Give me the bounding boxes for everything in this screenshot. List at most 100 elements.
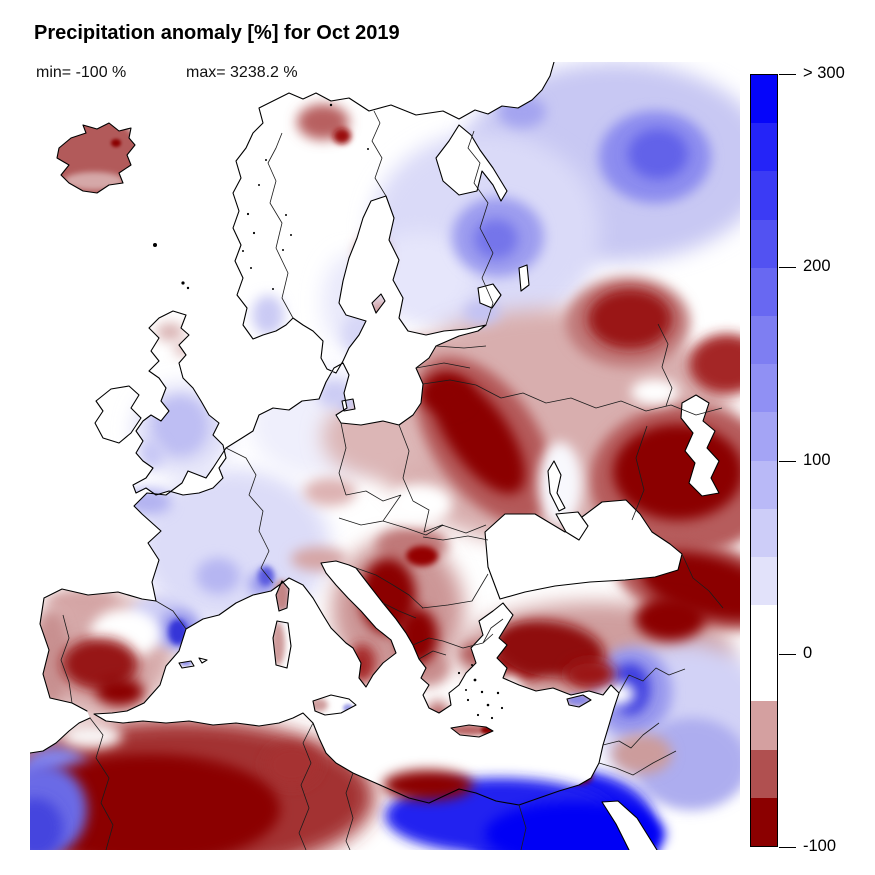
- anomaly-region-hungary-red-2: [406, 546, 438, 566]
- map-speck: [285, 214, 287, 216]
- map-speck: [466, 698, 470, 702]
- anomaly-region-baltics-pink-2: [362, 331, 402, 359]
- map-speck: [473, 678, 477, 682]
- country-borders: [60, 110, 724, 851]
- coastlines: [29, 61, 720, 851]
- colorbar-segment: [751, 797, 777, 846]
- colorbar-segment: [751, 749, 777, 798]
- colorbar-tick-mark: [779, 460, 796, 462]
- map-speck: [282, 249, 284, 251]
- map-speck: [465, 689, 467, 691]
- coastline-black-sea: [484, 499, 683, 600]
- colorbar-segment: [751, 556, 777, 606]
- map-speck: [246, 212, 250, 216]
- anomaly-region-ne-russia-red: [588, 289, 672, 349]
- anomaly-region-czech-pink: [304, 478, 356, 506]
- anomaly-region-sicily-pink: [308, 698, 328, 712]
- anomaly-region-n-norway-dark: [333, 128, 351, 144]
- red-sea-fill: [602, 801, 657, 850]
- anomaly-region-nile-delta-red: [564, 767, 592, 785]
- anomaly-region-france-blue-1: [196, 558, 240, 594]
- colorbar-tick-mark: [779, 653, 796, 655]
- anomaly-region-scotland-pink: [156, 323, 184, 341]
- anomaly-region-se-norway-blue: [252, 295, 284, 335]
- colorbar-segment: [751, 123, 777, 172]
- map-speck: [250, 267, 252, 269]
- map-speck: [290, 234, 292, 236]
- anomaly-region-sardinia-pink: [271, 622, 285, 666]
- anomaly-region-ne-blue-inner: [628, 129, 688, 179]
- anomaly-region-scotland-pink-2: [174, 342, 192, 356]
- map-speck: [153, 243, 157, 247]
- europe-map: [3, 61, 740, 866]
- anomaly-region-africa-red-core: [30, 754, 280, 850]
- map-speck: [252, 231, 256, 235]
- anomaly-region-volga-red-core: [613, 424, 740, 520]
- colorbar-segment: [751, 508, 777, 557]
- max-value-label: max= 3238.2 %: [186, 64, 298, 81]
- colorbar-segment: [751, 460, 777, 509]
- coastline-atlantic: [29, 61, 555, 754]
- colorbar-segment: [751, 219, 777, 268]
- map-speck: [329, 103, 333, 107]
- anomaly-region-mid-sweden-red: [356, 235, 388, 275]
- map-speck: [258, 184, 260, 186]
- anomaly-region-libya-coast-red: [383, 770, 473, 800]
- anomaly-region-iceland-dark: [111, 139, 121, 147]
- map-speck: [486, 703, 490, 707]
- map-speck: [476, 713, 480, 717]
- map-speck: [496, 691, 500, 695]
- map-speck: [186, 286, 190, 290]
- anomaly-region-sinai-pink: [612, 734, 672, 774]
- map-speck: [242, 250, 244, 252]
- map-speck: [265, 159, 267, 161]
- anomaly-region-n-italy-pink: [291, 547, 347, 571]
- colorbar-segment: [751, 364, 777, 413]
- anomaly-region-turkey-red-3: [565, 659, 615, 689]
- map-speck: [272, 288, 274, 290]
- anomaly-region-mid-sweden-red-2: [368, 300, 390, 326]
- colorbar-segment: [751, 605, 777, 654]
- coastline-lakes: [435, 124, 720, 512]
- colorbar: [750, 74, 778, 847]
- anomaly-region-tunisia-red: [264, 743, 320, 787]
- colorbar-segment: [751, 701, 777, 750]
- anomaly-field-land: [30, 62, 740, 850]
- anomaly-region-peloponnese-red: [426, 701, 450, 729]
- colorbar-tick-mark: [779, 267, 796, 269]
- anomaly-region-africa-white-1: [62, 723, 122, 749]
- map-speck: [367, 148, 369, 150]
- anomaly-region-sw-spain-red: [62, 638, 138, 690]
- colorbar-tick-label: 200: [803, 257, 831, 276]
- colorbar-segment: [751, 267, 777, 316]
- anomaly-region-wales-blue: [140, 440, 164, 468]
- map-speck: [181, 281, 185, 285]
- anomaly-region-volga-white: [631, 379, 679, 405]
- colorbar-segment: [751, 653, 777, 702]
- europe-map-canvas: [3, 61, 740, 866]
- anomaly-region-sw-spain-red-2: [96, 678, 144, 706]
- map-speck: [500, 706, 504, 710]
- small-islands-and-terrain-specks: [153, 103, 504, 720]
- colorbar-tick-label: 100: [803, 450, 831, 469]
- colorbar-tick-mark: [779, 74, 796, 75]
- anomaly-region-karelia-blue-2: [474, 219, 518, 259]
- anomaly-region-anatolia-white: [496, 674, 524, 714]
- map-speck: [457, 671, 461, 675]
- figure-title: Precipitation anomaly [%] for Oct 2019: [34, 22, 400, 44]
- colorbar-tick-label: 0: [803, 643, 813, 662]
- colorbar-tick-label: > 300: [803, 64, 845, 83]
- map-speck: [480, 690, 484, 694]
- anomaly-region-iberia-north-pink: [46, 590, 118, 614]
- min-value-label: min= -100 %: [36, 64, 127, 81]
- anomaly-region-iceland-pink: [64, 172, 124, 190]
- anomaly-region-alps-blue: [258, 566, 274, 586]
- crimea-peninsula: [555, 511, 589, 541]
- anomaly-region-kola-blue: [498, 96, 546, 128]
- colorbar-segment: [751, 171, 777, 220]
- colorbar-segments: [751, 75, 777, 846]
- anomaly-region-romania-white: [388, 484, 452, 524]
- colorbar-segment: [751, 315, 777, 365]
- colorbar-segment: [751, 412, 777, 461]
